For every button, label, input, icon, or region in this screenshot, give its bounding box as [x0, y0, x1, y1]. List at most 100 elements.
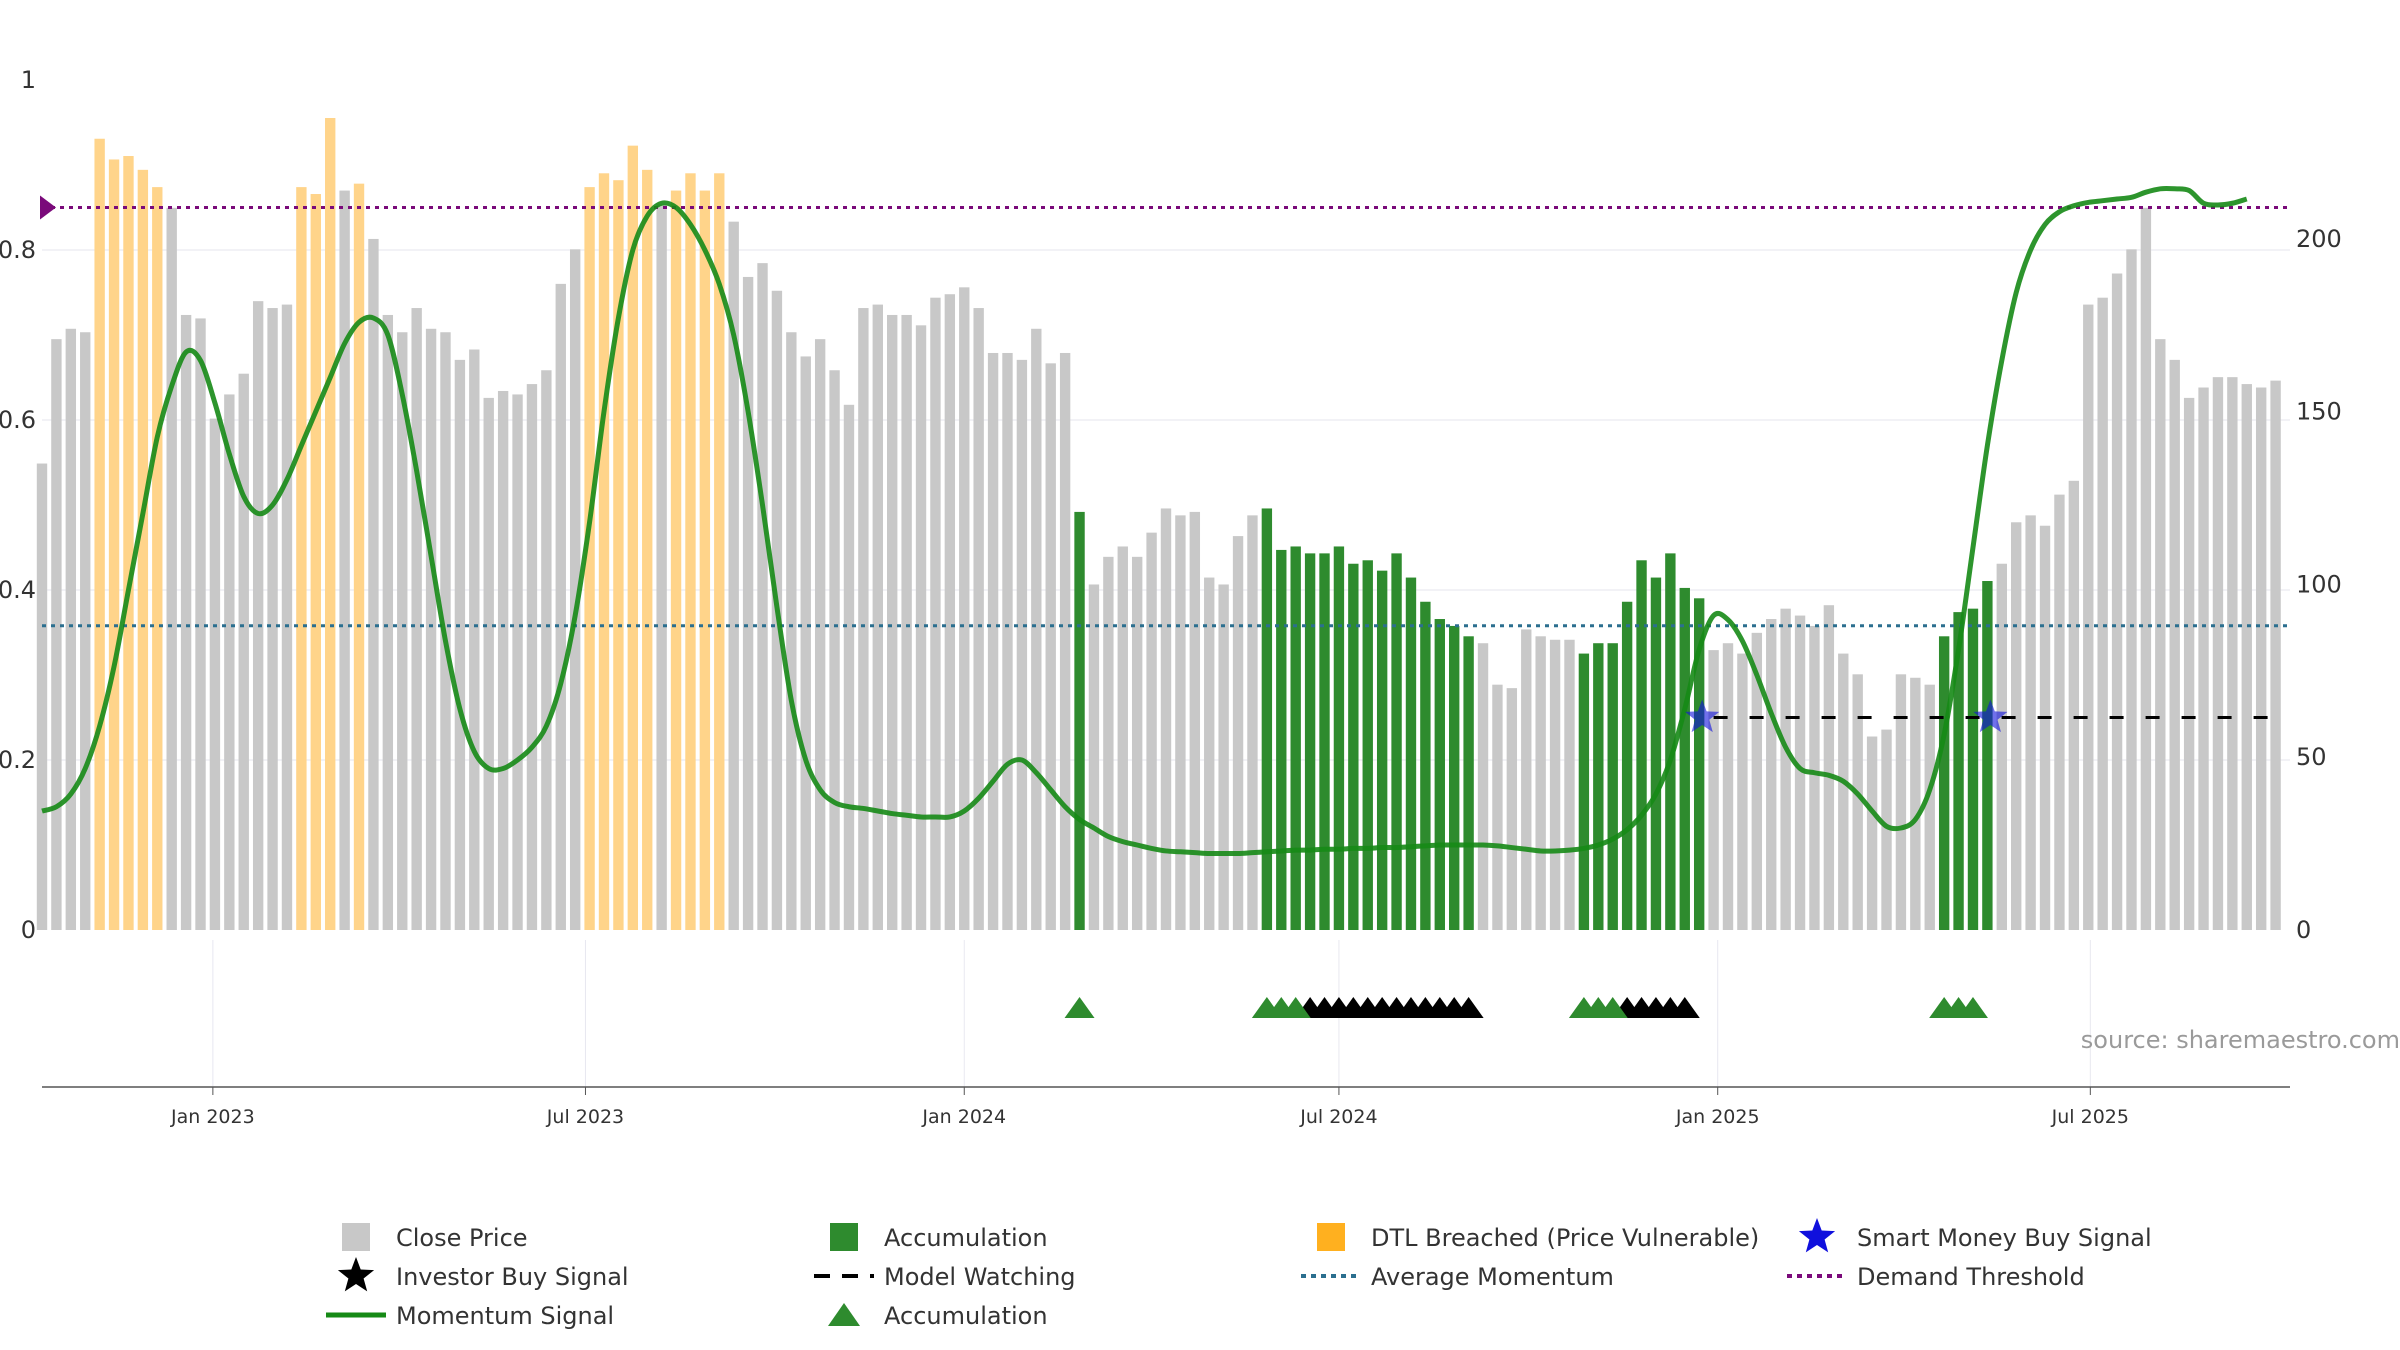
close-price-bar: [2011, 522, 2022, 930]
dtl-breached-bar: [642, 169, 653, 930]
dtl-breached-bar: [714, 173, 725, 931]
close-price-bar: [1823, 605, 1835, 930]
close-price-bar: [800, 356, 811, 931]
close-price-bar: [1016, 359, 1028, 930]
star-blue-icon: [1798, 1218, 1836, 1253]
close-price-bar: [858, 308, 869, 930]
dtl-breached-bar: [627, 145, 639, 931]
accumulation-triangle: [1957, 997, 1988, 1018]
close-price-bar: [397, 332, 408, 930]
close-price-bar: [887, 314, 898, 930]
investor-buy-triangle: [1669, 997, 1700, 1018]
accumulation-bar: [1463, 636, 1474, 930]
close-price-bar: [843, 404, 855, 930]
square-green-icon: [830, 1223, 858, 1251]
close-price-bar: [2039, 525, 2051, 930]
close-price-bar: [2255, 387, 2267, 930]
accumulation-bar: [1982, 581, 1993, 930]
close-price-bar: [930, 297, 941, 930]
y-right-tick-label: 0: [2296, 916, 2311, 944]
legend: Close Price Accumulation DTL Breached (Pri…: [326, 1218, 2152, 1330]
close-price-bar: [2212, 377, 2224, 930]
close-price-bar: [267, 308, 278, 930]
close-price-bar: [2111, 273, 2123, 930]
x-tick-label: Jan 2025: [1675, 1106, 1760, 1128]
close-price-bar: [1059, 352, 1071, 930]
legend-item-dtl: DTL Breached (Price Vulnerable): [1317, 1223, 1759, 1252]
y-left-tick-label: 1: [21, 66, 36, 94]
y-right-tick-label: 150: [2296, 398, 2342, 426]
accumulation-bar: [1578, 653, 1590, 930]
close-price-bar: [80, 332, 91, 930]
x-tick-label: Jan 2023: [170, 1106, 255, 1128]
close-price-bar: [2140, 207, 2152, 931]
legend-item-accum: Accumulation: [830, 1223, 1048, 1252]
close-price-bar: [1895, 674, 1907, 930]
legend-item-watch: Model Watching: [814, 1263, 1076, 1291]
close-price-bar: [166, 207, 177, 931]
dtl-breached-bar: [670, 190, 682, 931]
accumulation-bar: [1665, 553, 1676, 930]
accumulation-bar: [1074, 511, 1085, 930]
accumulation-bar: [1621, 601, 1633, 930]
close-price-bar: [2068, 480, 2080, 930]
close-price-bar: [2198, 387, 2209, 930]
close-price-bar: [987, 352, 999, 930]
close-price-bar: [1866, 736, 1878, 930]
close-price-bar: [180, 314, 192, 930]
close-price-bar: [1103, 556, 1114, 930]
close-price-bar: [425, 328, 437, 930]
close-price-bar: [1564, 639, 1575, 930]
close-price-bar: [1002, 352, 1013, 930]
accumulation-bar: [1636, 560, 1647, 930]
legend-label: Close Price: [396, 1224, 528, 1252]
close-price-bar: [2097, 297, 2108, 930]
accumulation-triangle: [1280, 997, 1311, 1018]
y-right-tick-label: 100: [2296, 570, 2342, 598]
close-price-bar: [1088, 584, 1100, 930]
close-price-bar: [569, 249, 581, 930]
signal-lines: [40, 185, 2290, 857]
close-price-bar: [1852, 674, 1863, 930]
close-price-bar: [1708, 650, 1719, 930]
close-price-bar: [1218, 584, 1229, 930]
close-price-bar: [944, 294, 956, 930]
dtl-breached-bar: [685, 173, 696, 931]
accumulation-bar: [1420, 601, 1431, 930]
x-tick-label: Jul 2023: [546, 1106, 624, 1128]
close-price-bar: [224, 394, 235, 930]
legend-item-avgmom: Average Momentum: [1301, 1263, 1614, 1291]
close-price-bar: [786, 332, 797, 930]
accumulation-bar: [1434, 619, 1445, 930]
accumulation-bar: [1348, 563, 1359, 930]
close-price-bar: [1117, 546, 1128, 930]
close-price-bar: [1996, 563, 2007, 930]
signal-markers: [1064, 699, 2008, 1018]
close-price-bar: [512, 394, 523, 930]
close-price-bar: [2054, 494, 2065, 930]
close-price-bar: [1737, 653, 1748, 930]
close-price-bar: [1045, 363, 1056, 930]
close-price-bar: [728, 221, 739, 930]
close-price-bar: [368, 238, 379, 930]
legend-item-close: Close Price: [342, 1223, 528, 1252]
close-price-bar: [814, 339, 826, 930]
close-price-bar: [51, 339, 62, 930]
close-price-bar: [1189, 511, 1201, 930]
momentum-signal-line: [41, 185, 2248, 857]
legend-label: Accumulation: [884, 1302, 1048, 1330]
accumulation-bar: [1276, 549, 1287, 930]
dtl-breached-bar: [123, 156, 134, 931]
close-price-bar: [2270, 380, 2281, 930]
dtl-breached-bar: [94, 138, 105, 930]
legend-label: Smart Money Buy Signal: [1857, 1224, 2152, 1252]
close-price-bar: [1521, 629, 1532, 930]
accumulation-bar: [1967, 608, 1979, 930]
close-price-bar: [656, 204, 667, 930]
close-price-bar: [872, 304, 883, 930]
legend-label: Momentum Signal: [396, 1302, 614, 1330]
y-right-tick-label: 50: [2296, 743, 2327, 771]
close-price-bar: [1131, 556, 1143, 930]
close-price-bar: [1506, 688, 1518, 930]
